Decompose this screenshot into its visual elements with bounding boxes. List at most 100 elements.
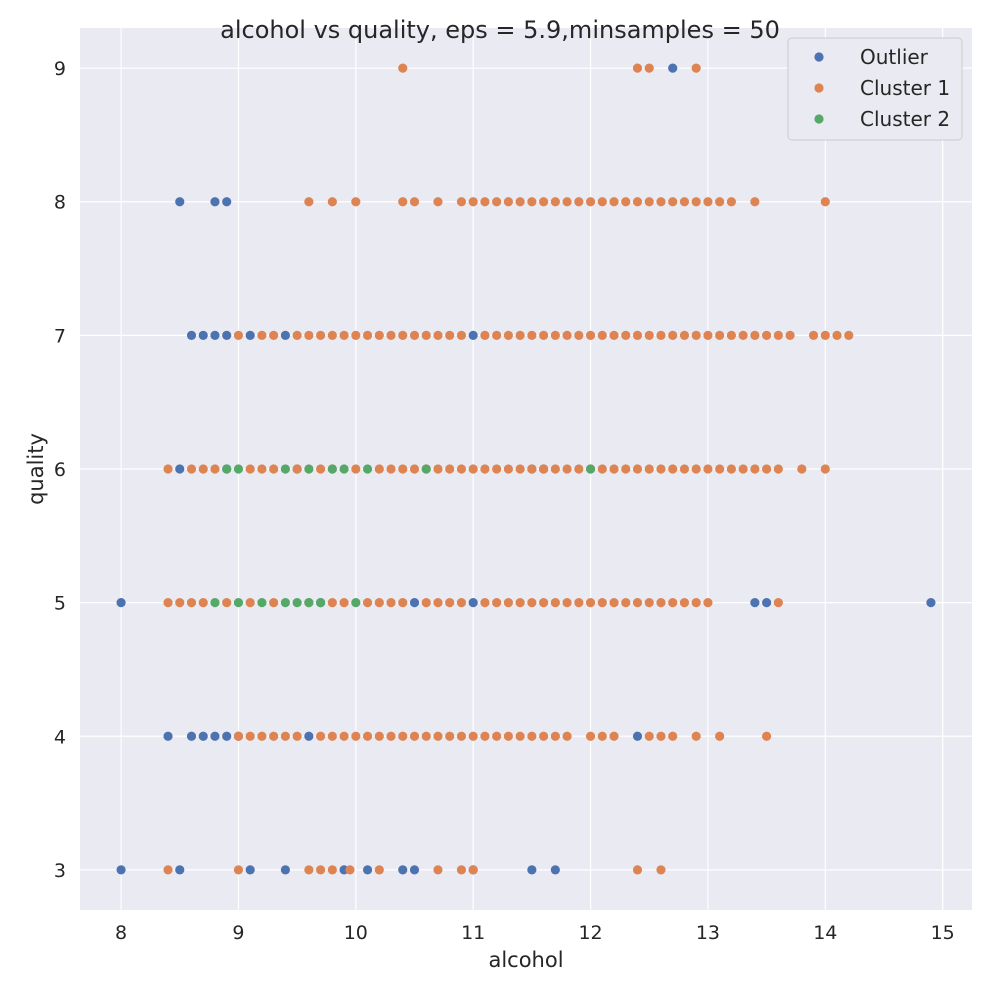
data-point: [632, 330, 643, 340]
data-point: [597, 330, 607, 340]
data-point: [492, 197, 502, 207]
data-point: [762, 330, 772, 340]
data-point: [398, 63, 408, 73]
y-tick-label: 6: [54, 459, 66, 481]
data-point: [644, 330, 654, 340]
data-point: [210, 464, 220, 474]
data-point: [163, 464, 173, 474]
data-point: [750, 197, 760, 207]
data-point: [585, 598, 596, 608]
data-point: [163, 865, 173, 875]
data-point: [351, 598, 361, 608]
data-point: [515, 197, 525, 207]
data-point: [515, 464, 525, 474]
x-tick-label: 11: [461, 922, 485, 944]
y-tick-label: 5: [54, 593, 66, 615]
data-point: [574, 464, 584, 474]
data-point: [527, 464, 537, 474]
data-point: [515, 330, 525, 340]
data-point: [304, 197, 314, 207]
data-point: [316, 464, 326, 474]
data-point: [351, 731, 361, 741]
data-point: [409, 731, 420, 741]
data-point: [245, 598, 255, 608]
data-point: [339, 598, 349, 608]
data-point: [233, 464, 244, 474]
data-point: [198, 598, 208, 608]
data-point: [445, 330, 455, 340]
data-point: [362, 598, 373, 608]
data-point: [362, 731, 373, 741]
data-point: [820, 464, 830, 474]
data-point: [574, 330, 584, 340]
data-point: [468, 865, 478, 875]
data-point: [597, 731, 607, 741]
data-point: [574, 598, 584, 608]
data-point: [456, 731, 467, 741]
data-point: [233, 330, 244, 340]
data-point: [222, 197, 232, 207]
x-tick-label: 13: [696, 922, 720, 944]
legend-marker: [814, 52, 824, 62]
series-2: [163, 63, 854, 875]
data-point: [257, 598, 267, 608]
data-point: [362, 464, 373, 474]
data-point: [421, 464, 431, 474]
data-point: [304, 731, 314, 741]
data-point: [691, 731, 701, 741]
data-point: [433, 464, 443, 474]
data-point: [539, 197, 549, 207]
data-point: [550, 598, 560, 608]
data-point: [374, 464, 384, 474]
data-point: [668, 197, 678, 207]
data-point: [562, 731, 572, 741]
data-point: [738, 330, 748, 340]
data-point: [339, 464, 349, 474]
legend: Outlier Cluster 1 Cluster 2: [787, 37, 963, 141]
data-point: [750, 598, 760, 608]
x-tick-label: 8: [115, 922, 127, 944]
data-point: [222, 330, 232, 340]
data-point: [726, 464, 736, 474]
data-point: [398, 598, 408, 608]
data-point: [797, 464, 807, 474]
data-point: [456, 330, 467, 340]
data-point: [398, 330, 408, 340]
y-tick-labels: 3 4 5 6 7 8 9: [54, 58, 66, 882]
data-point: [292, 731, 302, 741]
data-point: [175, 598, 185, 608]
data-point: [409, 598, 420, 608]
data-point: [656, 197, 666, 207]
data-point: [621, 330, 631, 340]
data-point: [316, 731, 326, 741]
data-point: [421, 598, 431, 608]
data-point: [292, 464, 302, 474]
series-1: [116, 63, 936, 875]
data-point: [503, 197, 513, 207]
data-point: [503, 731, 513, 741]
data-point: [316, 598, 326, 608]
x-tick-label: 10: [344, 922, 368, 944]
data-point: [656, 598, 666, 608]
data-point: [691, 63, 701, 73]
data-point: [703, 464, 713, 474]
data-point: [245, 464, 255, 474]
data-point: [386, 330, 396, 340]
series-3: [210, 464, 596, 608]
data-point: [668, 63, 678, 73]
data-point: [609, 197, 619, 207]
data-point: [175, 197, 185, 207]
data-point: [280, 865, 290, 875]
data-point: [820, 330, 830, 340]
data-point: [715, 330, 725, 340]
data-point: [527, 731, 537, 741]
data-point: [550, 731, 560, 741]
data-point: [585, 330, 596, 340]
data-point: [233, 598, 244, 608]
data-point: [280, 330, 290, 340]
data-point: [186, 731, 197, 741]
data-point: [269, 330, 279, 340]
data-point: [316, 865, 326, 875]
data-point: [668, 731, 678, 741]
data-point: [445, 731, 455, 741]
